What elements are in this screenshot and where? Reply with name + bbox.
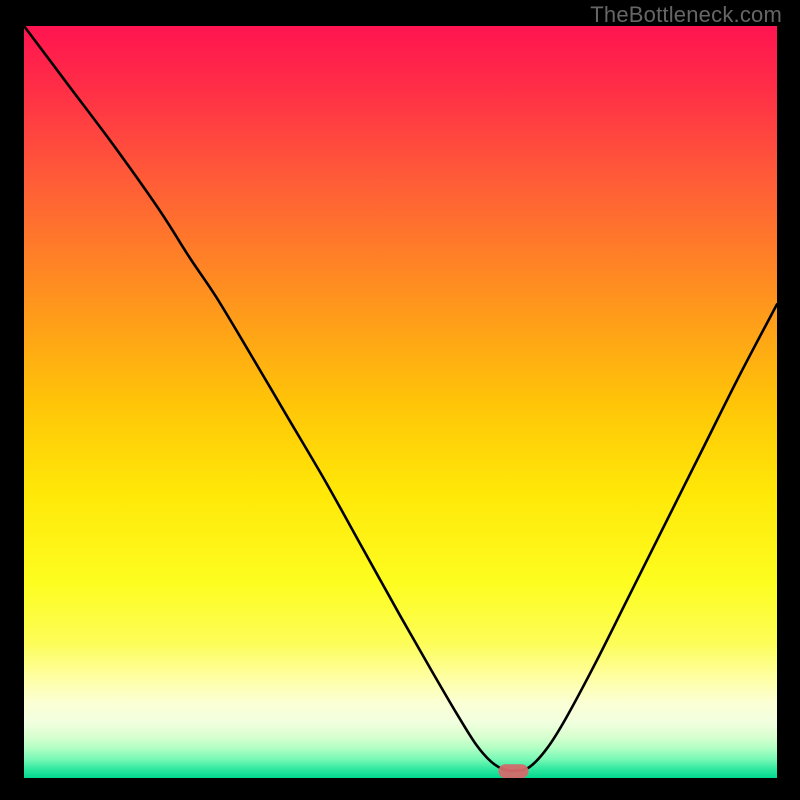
watermark-text: TheBottleneck.com <box>590 2 782 28</box>
chart-background-gradient <box>24 26 777 778</box>
chart-svg <box>24 26 777 778</box>
optimal-point-marker <box>498 764 528 778</box>
chart-plot-area <box>24 26 777 778</box>
